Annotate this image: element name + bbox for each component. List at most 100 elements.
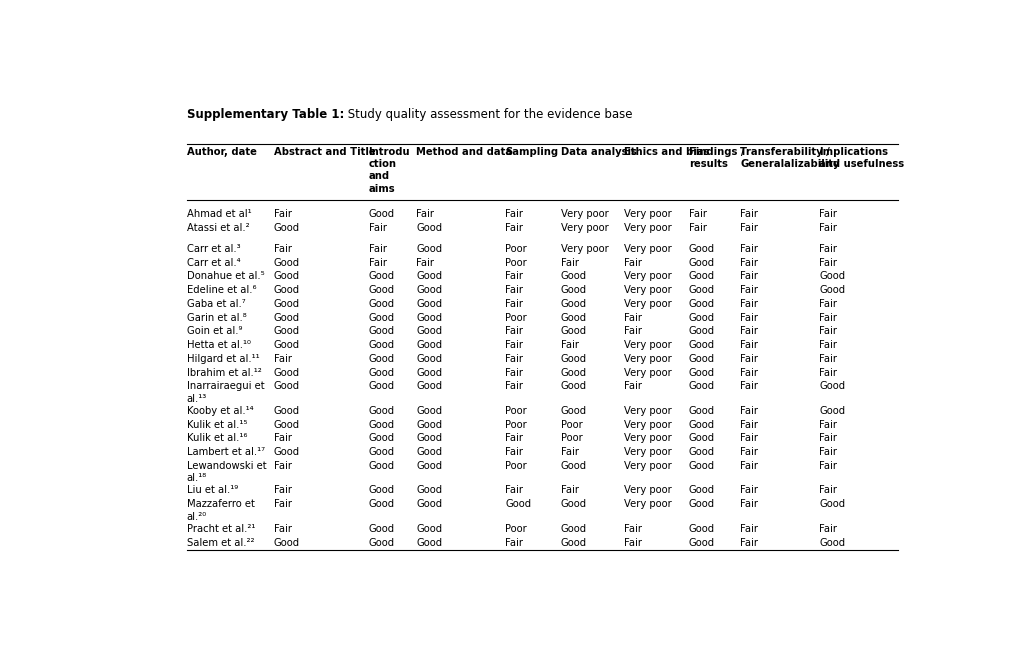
Text: Good: Good: [818, 500, 845, 509]
Text: Good: Good: [416, 285, 441, 295]
Text: Good: Good: [688, 447, 714, 457]
Text: Good: Good: [368, 500, 394, 509]
Text: Fair: Fair: [368, 244, 386, 254]
Text: Good: Good: [368, 354, 394, 364]
Text: Good: Good: [688, 434, 714, 444]
Text: Fair: Fair: [740, 447, 757, 457]
Text: Fair: Fair: [273, 461, 291, 471]
Text: Sampling: Sampling: [504, 147, 558, 157]
Text: Fair: Fair: [273, 244, 291, 254]
Text: Good: Good: [560, 368, 586, 378]
Text: Fair: Fair: [560, 258, 578, 268]
Text: Fair: Fair: [818, 312, 837, 322]
Text: Good: Good: [688, 271, 714, 281]
Text: Good: Good: [688, 406, 714, 416]
Text: Good: Good: [273, 381, 300, 391]
Text: Fair: Fair: [818, 340, 837, 350]
Text: Transferability /
Generalalizability: Transferability / Generalalizability: [740, 147, 839, 169]
Text: Very poor: Very poor: [624, 285, 672, 295]
Text: Fair: Fair: [624, 326, 641, 336]
Text: Carr et al.³: Carr et al.³: [186, 244, 240, 254]
Text: Good: Good: [368, 461, 394, 471]
Text: Lewandowski et
al.¹⁸: Lewandowski et al.¹⁸: [186, 461, 266, 484]
Text: Good: Good: [416, 500, 441, 509]
Text: Fair: Fair: [740, 406, 757, 416]
Text: Fair: Fair: [560, 447, 578, 457]
Text: Abstract and Title: Abstract and Title: [273, 147, 375, 157]
Text: Good: Good: [368, 285, 394, 295]
Text: Good: Good: [560, 537, 586, 547]
Text: Good: Good: [416, 299, 441, 309]
Text: Kooby et al.¹⁴: Kooby et al.¹⁴: [186, 406, 253, 416]
Text: Poor: Poor: [504, 258, 527, 268]
Text: Good: Good: [416, 368, 441, 378]
Text: Good: Good: [818, 537, 845, 547]
Text: Fair: Fair: [560, 340, 578, 350]
Text: Data analysis: Data analysis: [560, 147, 636, 157]
Text: Good: Good: [688, 340, 714, 350]
Text: Poor: Poor: [504, 461, 527, 471]
Text: Very poor: Very poor: [624, 354, 672, 364]
Text: Fair: Fair: [740, 258, 757, 268]
Text: Good: Good: [368, 326, 394, 336]
Text: Good: Good: [818, 271, 845, 281]
Text: Hetta et al.¹⁰: Hetta et al.¹⁰: [186, 340, 251, 350]
Text: Very poor: Very poor: [624, 447, 672, 457]
Text: Fair: Fair: [818, 244, 837, 254]
Text: Fair: Fair: [818, 209, 837, 219]
Text: Fair: Fair: [740, 537, 757, 547]
Text: Very poor: Very poor: [624, 368, 672, 378]
Text: Pracht et al.²¹: Pracht et al.²¹: [186, 524, 255, 534]
Text: Good: Good: [273, 312, 300, 322]
Text: Poor: Poor: [560, 420, 582, 430]
Text: Very poor: Very poor: [624, 420, 672, 430]
Text: Good: Good: [368, 368, 394, 378]
Text: Good: Good: [416, 447, 441, 457]
Text: Findings /
results: Findings / results: [688, 147, 744, 169]
Text: Fair: Fair: [740, 285, 757, 295]
Text: Good: Good: [416, 223, 441, 233]
Text: Good: Good: [688, 368, 714, 378]
Text: Salem et al.²²: Salem et al.²²: [186, 537, 254, 547]
Text: Fair: Fair: [818, 223, 837, 233]
Text: Fair: Fair: [273, 500, 291, 509]
Text: Good: Good: [688, 285, 714, 295]
Text: Good: Good: [560, 285, 586, 295]
Text: Fair: Fair: [273, 524, 291, 534]
Text: Poor: Poor: [504, 244, 527, 254]
Text: Fair: Fair: [624, 258, 641, 268]
Text: Good: Good: [416, 326, 441, 336]
Text: Good: Good: [688, 500, 714, 509]
Text: Good: Good: [368, 524, 394, 534]
Text: Poor: Poor: [504, 406, 527, 416]
Text: Good: Good: [273, 340, 300, 350]
Text: Poor: Poor: [504, 420, 527, 430]
Text: Fair: Fair: [560, 486, 578, 496]
Text: Fair: Fair: [504, 340, 523, 350]
Text: Good: Good: [818, 285, 845, 295]
Text: Good: Good: [688, 461, 714, 471]
Text: Fair: Fair: [740, 209, 757, 219]
Text: Fair: Fair: [368, 223, 386, 233]
Text: Very poor: Very poor: [624, 209, 672, 219]
Text: Inarrairaegui et
al.¹³: Inarrairaegui et al.¹³: [186, 381, 264, 404]
Text: Good: Good: [688, 258, 714, 268]
Text: Ethics and bias: Ethics and bias: [624, 147, 708, 157]
Text: Good: Good: [368, 537, 394, 547]
Text: Edeline et al.⁶: Edeline et al.⁶: [186, 285, 256, 295]
Text: Lambert et al.¹⁷: Lambert et al.¹⁷: [186, 447, 265, 457]
Text: Fair: Fair: [818, 368, 837, 378]
Text: Good: Good: [818, 381, 845, 391]
Text: Good: Good: [368, 209, 394, 219]
Text: Good: Good: [688, 326, 714, 336]
Text: Fair: Fair: [740, 486, 757, 496]
Text: Author, date: Author, date: [186, 147, 257, 157]
Text: Fair: Fair: [740, 340, 757, 350]
Text: Fair: Fair: [504, 285, 523, 295]
Text: Good: Good: [368, 447, 394, 457]
Text: Fair: Fair: [273, 486, 291, 496]
Text: Good: Good: [273, 406, 300, 416]
Text: Fair: Fair: [818, 420, 837, 430]
Text: Kulik et al.¹⁵: Kulik et al.¹⁵: [186, 420, 247, 430]
Text: Fair: Fair: [818, 524, 837, 534]
